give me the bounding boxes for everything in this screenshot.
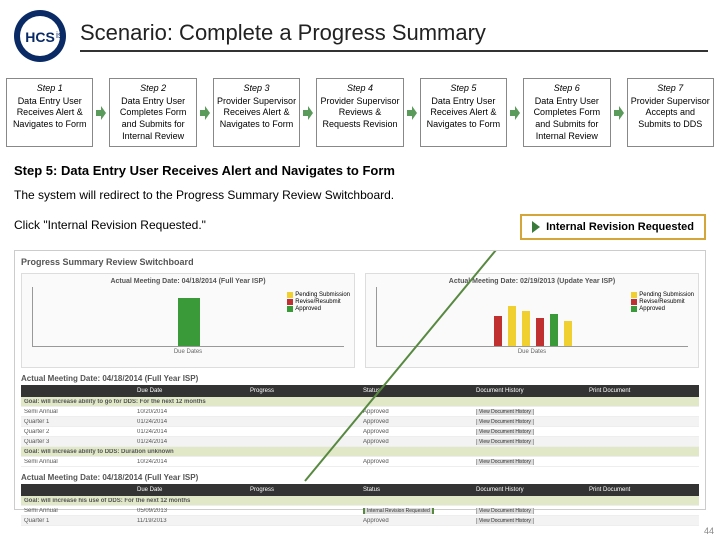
goal-row: Goal: will increase his use of DDS: For … — [21, 498, 699, 504]
arrow-icon — [613, 78, 625, 147]
view-history-button[interactable]: View Document History — [476, 459, 534, 465]
goal-row: Goal: will increase ability to DDS: Dura… — [21, 449, 699, 455]
svg-text:HCS: HCS — [25, 29, 55, 45]
body-text-1: The system will redirect to the Progress… — [0, 184, 720, 206]
table-row: Quarter 301/24/2014ApprovedView Document… — [21, 437, 699, 447]
table-header: Due Date Progress Status Document Histor… — [21, 385, 699, 397]
table-row: Semi Annual10/24/2014ApprovedView Docume… — [21, 457, 699, 467]
view-history-button[interactable]: View Document History — [476, 409, 534, 415]
steps-row: Step 1Data Entry User Receives Alert & N… — [0, 68, 720, 153]
view-history-button[interactable]: View Document History — [476, 419, 534, 425]
step-2: Step 2Data Entry User Completes Form and… — [109, 78, 196, 147]
internal-revision-callout: Internal Revision Requested — [520, 214, 706, 240]
view-history-button[interactable]: View Document History — [476, 429, 534, 435]
step-1: Step 1Data Entry User Receives Alert & N… — [6, 78, 93, 147]
arrow-icon — [199, 78, 211, 147]
table-row: Quarter 101/24/2014ApprovedView Document… — [21, 417, 699, 427]
step-7: Step 7Provider Supervisor Accepts and Su… — [627, 78, 714, 147]
table-row: Semi Annual10/20/2014ApprovedView Docume… — [21, 407, 699, 417]
page-title: Scenario: Complete a Progress Summary — [80, 20, 708, 52]
step-3: Step 3Provider Supervisor Receives Alert… — [213, 78, 300, 147]
arrow-icon — [302, 78, 314, 147]
table-row: Quarter 111/19/2013ApprovedView Document… — [21, 516, 699, 526]
chevron-right-icon — [532, 221, 540, 233]
goal-row: Goal: will increase ability to go for DD… — [21, 399, 699, 405]
view-history-button[interactable]: View Document History — [476, 439, 534, 445]
subheader-2: Actual Meeting Date: 04/18/2014 (Full Ye… — [21, 473, 699, 482]
switchboard-title: Progress Summary Review Switchboard — [21, 257, 699, 267]
page-number: 44 — [704, 526, 714, 536]
arrow-icon — [509, 78, 521, 147]
step-5: Step 5Data Entry User Receives Alert & N… — [420, 78, 507, 147]
svg-text:is: is — [56, 30, 63, 40]
subheader-1: Actual Meeting Date: 04/18/2014 (Full Ye… — [21, 374, 699, 383]
internal-revision-button[interactable]: Internal Revision Requested — [363, 508, 434, 514]
table-header: Due Date Progress Status Document Histor… — [21, 484, 699, 496]
arrow-icon — [95, 78, 107, 147]
view-history-button[interactable]: View Document History — [476, 508, 534, 514]
body-text-2: Click "Internal Revision Requested." — [14, 214, 206, 236]
hcsis-logo: HCS is — [12, 8, 68, 64]
switchboard-screenshot: Progress Summary Review Switchboard Actu… — [14, 250, 706, 510]
step-heading: Step 5: Data Entry User Receives Alert a… — [0, 153, 720, 184]
table-row: Quarter 201/24/2014ApprovedView Document… — [21, 427, 699, 437]
chart-1: Actual Meeting Date: 04/18/2014 (Full Ye… — [21, 273, 355, 368]
view-history-button[interactable]: View Document History — [476, 518, 534, 524]
chart-2: Actual Meeting Date: 02/19/2013 (Update … — [365, 273, 699, 368]
step-4: Step 4Provider Supervisor Reviews & Requ… — [316, 78, 403, 147]
arrow-icon — [406, 78, 418, 147]
step-6: Step 6Data Entry User Completes Form and… — [523, 78, 610, 147]
table-row: Semi Annual05/09/2013Internal Revision R… — [21, 506, 699, 516]
